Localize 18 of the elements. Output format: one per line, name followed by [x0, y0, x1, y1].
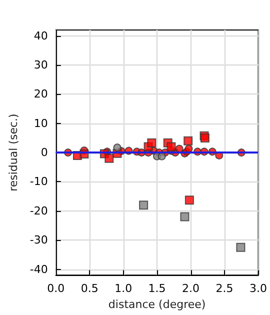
y-tick-label: 30: [34, 58, 48, 72]
x-tick-label: 3.0: [250, 282, 268, 296]
x-tick-label: 0.0: [47, 282, 65, 296]
x-tick-label: 0.5: [80, 282, 98, 296]
y-axis-title: residual (sec.): [7, 114, 20, 192]
x-tick-label: 2.5: [216, 282, 234, 296]
y-tick-label: -20: [30, 204, 48, 218]
x-tick-label: 1.5: [148, 282, 166, 296]
y-tick-label: -40: [30, 262, 48, 276]
y-tick-label: 40: [34, 29, 48, 42]
x-tick-label: 2.0: [182, 282, 200, 296]
y-tick-label: 20: [34, 88, 48, 101]
x-axis-title: distance (degree): [108, 298, 206, 311]
y-tick-label: -30: [30, 234, 48, 247]
y-tick-label: 10: [34, 116, 48, 130]
y-tick-label: 0: [40, 146, 48, 160]
y-tick-label: -10: [30, 175, 48, 188]
x-tick-label: 1.0: [114, 282, 132, 296]
